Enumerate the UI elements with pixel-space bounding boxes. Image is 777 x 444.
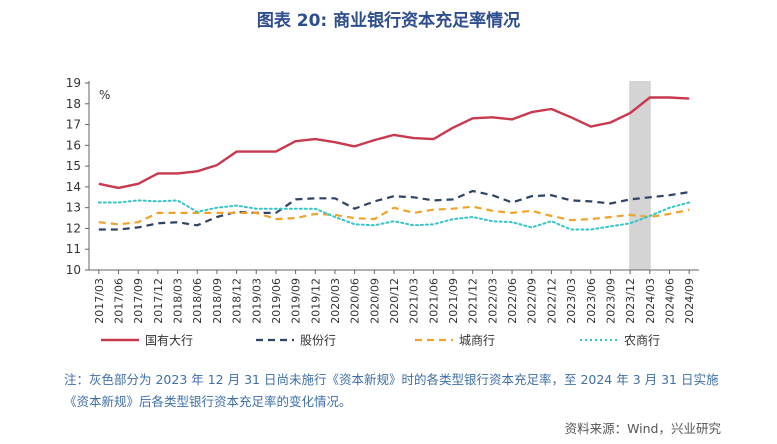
x-tick-label: 2017/03 <box>93 278 106 324</box>
x-tick-label: 2021/09 <box>447 278 460 324</box>
y-tick-label: 19 <box>66 76 81 90</box>
legend-label-1: 股份行 <box>300 334 336 348</box>
y-tick-label: 18 <box>66 97 81 111</box>
y-tick-label: 15 <box>66 159 81 173</box>
x-tick-label: 2019/09 <box>290 278 303 324</box>
x-tick-label: 2023/09 <box>604 278 617 324</box>
y-tick-label: 13 <box>66 201 81 215</box>
y-tick-label: 10 <box>66 263 81 277</box>
legend-label-3: 农商行 <box>624 333 660 348</box>
x-tick-label: 2017/06 <box>113 278 126 324</box>
x-tick-label: 2020/09 <box>368 278 381 324</box>
x-tick-label: 2019/12 <box>309 278 322 324</box>
data-source: 资料来源：Wind，兴业研究 <box>564 421 721 436</box>
x-tick-label: 2018/12 <box>231 278 244 324</box>
chart-note: 注：灰色部分为 2023 年 12 月 31 日尚未施行《资本新规》时的各类型银… <box>64 372 719 409</box>
series-line-1 <box>98 189 690 231</box>
x-tick-label: 2024/09 <box>683 278 696 324</box>
x-tick-label: 2020/12 <box>388 278 401 324</box>
x-tick-label: 2022/09 <box>526 278 539 324</box>
x-tick-label: 2017/09 <box>132 278 145 324</box>
y-tick-label: 17 <box>66 118 81 132</box>
series-line-3 <box>97 199 691 231</box>
x-tick-label: 2022/03 <box>486 278 499 324</box>
x-tick-label: 2023/12 <box>624 278 637 324</box>
x-tick-label: 2019/03 <box>250 278 263 324</box>
legend-label-0: 国有大行 <box>145 334 193 348</box>
x-tick-label: 2022/12 <box>545 278 558 324</box>
series-line-0 <box>98 96 690 190</box>
x-tick-label: 2020/03 <box>329 278 342 324</box>
unit-label: % <box>99 88 110 102</box>
x-tick-label: 2022/06 <box>506 278 519 324</box>
x-tick-label: 2023/06 <box>585 278 598 324</box>
x-tick-label: 2024/06 <box>663 278 676 324</box>
x-tick-label: 2021/12 <box>467 278 480 324</box>
x-tick-label: 2018/03 <box>172 278 185 324</box>
highlight-band <box>629 81 651 270</box>
legend-label-2: 城商行 <box>459 333 495 348</box>
y-tick-label: 11 <box>66 242 81 256</box>
x-tick-label: 2021/03 <box>408 278 421 324</box>
x-tick-label: 2023/03 <box>565 278 578 324</box>
y-tick-label: 16 <box>66 138 81 152</box>
x-tick-label: 2024/03 <box>644 278 657 324</box>
x-tick-label: 2018/06 <box>191 278 204 324</box>
x-tick-label: 2018/09 <box>211 278 224 324</box>
x-tick-label: 2020/06 <box>349 278 362 324</box>
x-tick-label: 2017/12 <box>152 278 165 324</box>
x-tick-label: 2019/06 <box>270 278 283 324</box>
y-tick-label: 14 <box>66 180 81 194</box>
y-tick-label: 12 <box>66 221 81 235</box>
chart-title: 图表 20: 商业银行资本充足率情况 <box>256 11 521 31</box>
series-line-2 <box>98 205 690 226</box>
x-tick-label: 2021/06 <box>427 278 440 324</box>
